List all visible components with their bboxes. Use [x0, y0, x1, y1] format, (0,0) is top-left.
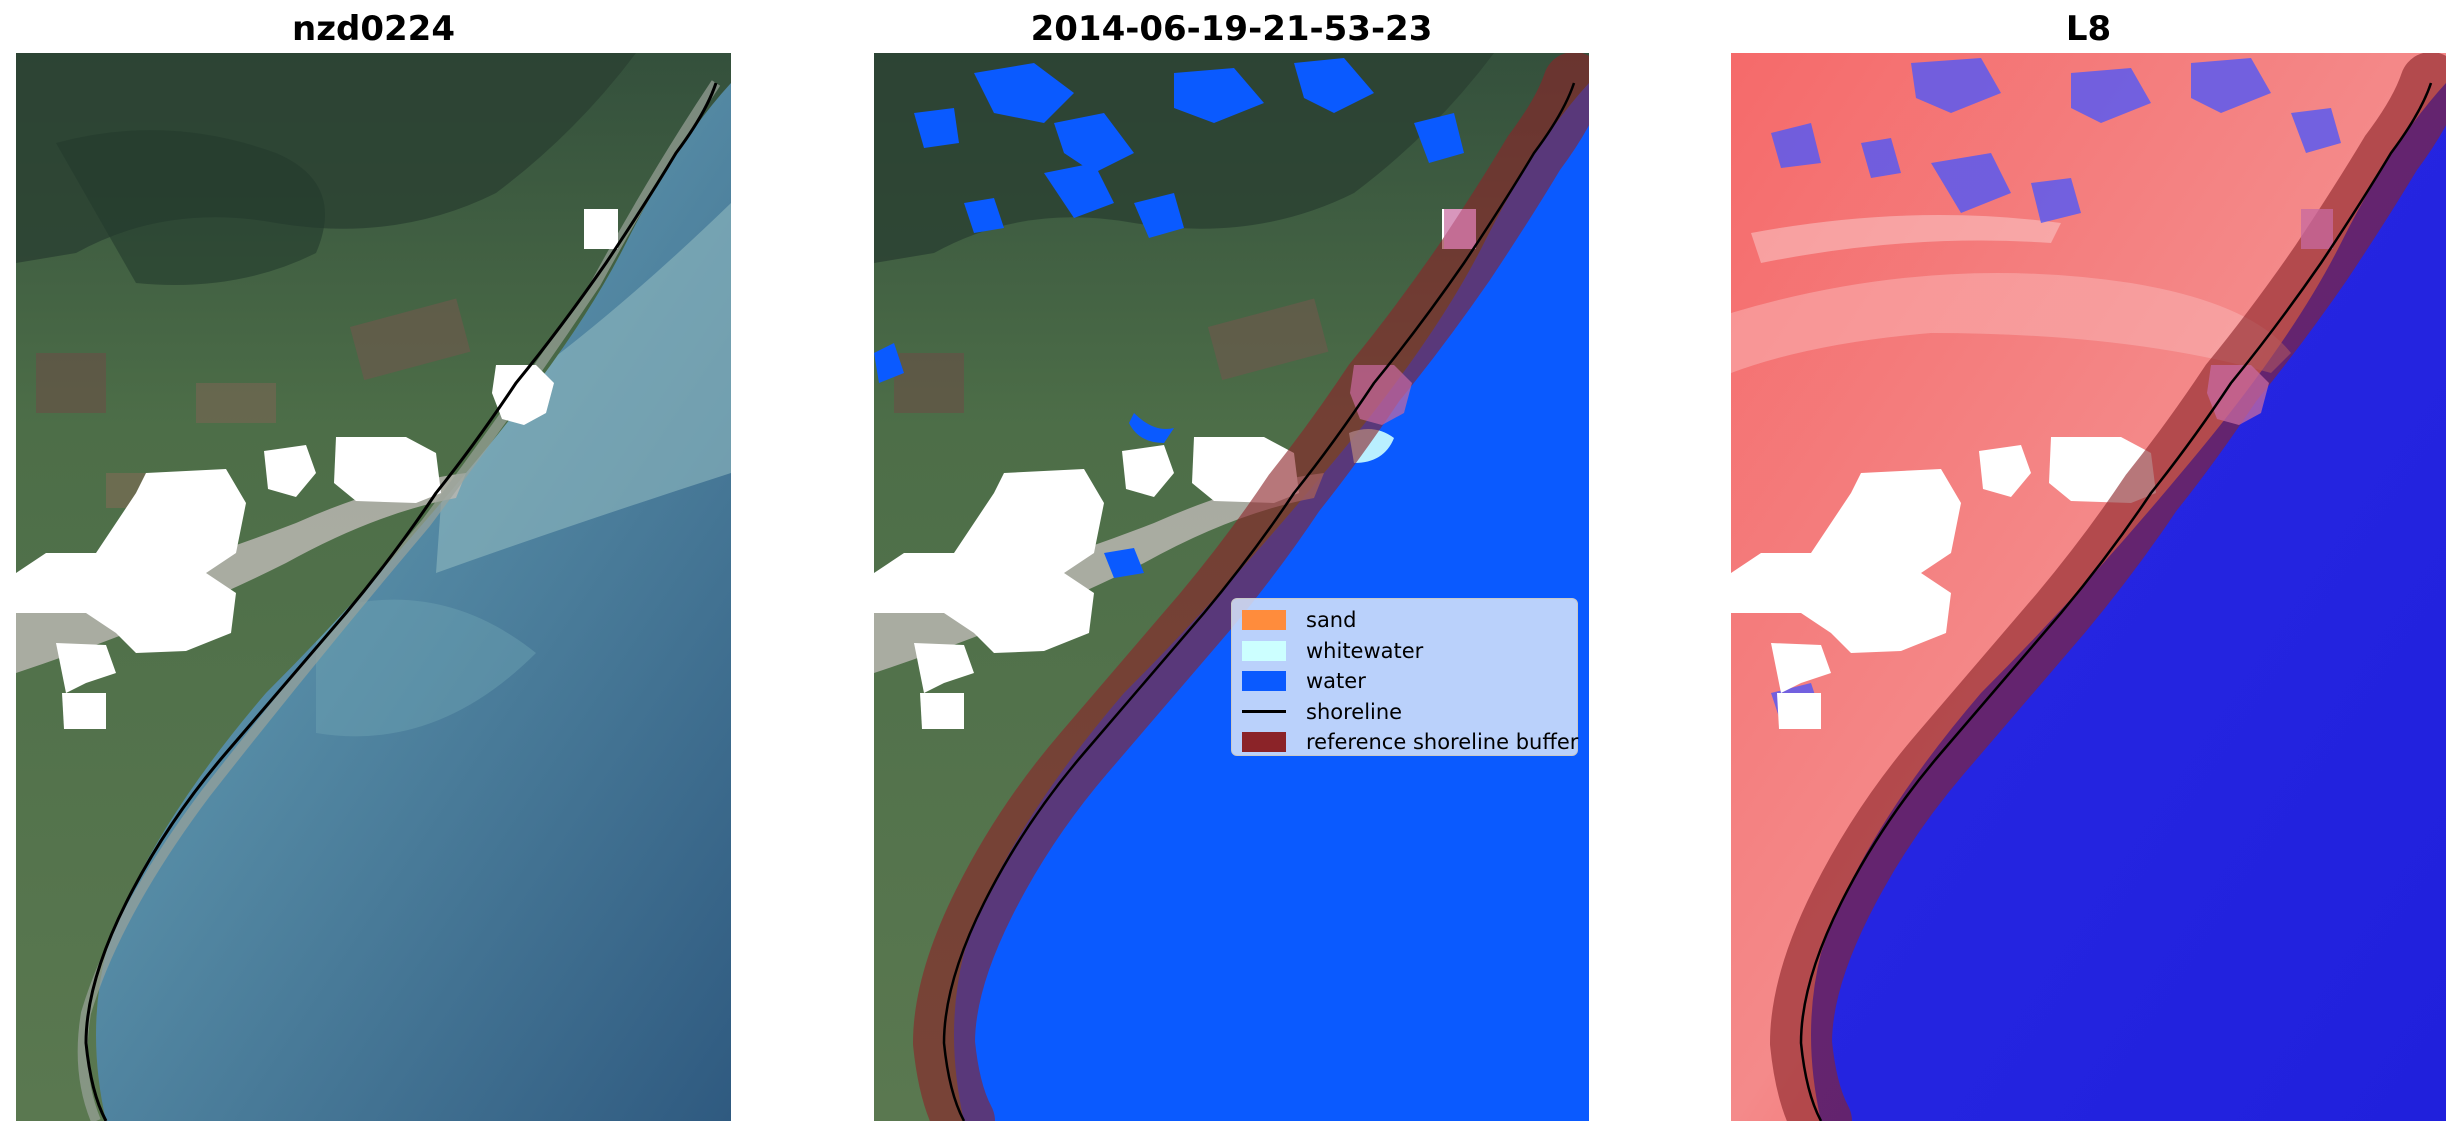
cloud-mask — [16, 209, 618, 729]
legend-label: water — [1306, 669, 1366, 694]
shoreline — [84, 82, 718, 1121]
legend-swatch-water — [1242, 671, 1286, 692]
legend-item-whitewater: whitewater — [1242, 636, 1567, 667]
legend: sand whitewater water shoreline referenc… — [1231, 598, 1578, 756]
panel-title-classification: 2014-06-19-21-53-23 — [1030, 9, 1433, 49]
legend-label: whitewater — [1306, 638, 1424, 663]
panel-title-rgb: nzd0224 — [292, 9, 455, 49]
legend-label: shoreline — [1306, 699, 1403, 724]
shoreline — [942, 82, 1576, 1121]
panel-title-index: L8 — [2065, 9, 2112, 49]
legend-item-shoreline: shoreline — [1242, 697, 1567, 728]
inland-water-class — [874, 58, 1464, 613]
classification-image — [874, 53, 1589, 1121]
legend-swatch-reference-buffer — [1242, 732, 1286, 753]
legend-item-reference-buffer: reference shoreline buffer — [1242, 727, 1578, 758]
rgb-satellite-image — [16, 53, 731, 1121]
legend-item-sand: sand — [1242, 605, 1567, 636]
shoreline — [1799, 82, 2433, 1121]
legend-label: reference shoreline buffer — [1306, 730, 1579, 755]
legend-swatch-sand — [1242, 610, 1286, 631]
water-index-image — [1731, 53, 2446, 1121]
legend-item-water: water — [1242, 666, 1567, 697]
legend-swatch-whitewater — [1242, 640, 1286, 661]
legend-line-shoreline — [1242, 710, 1286, 714]
legend-label: sand — [1306, 608, 1357, 633]
